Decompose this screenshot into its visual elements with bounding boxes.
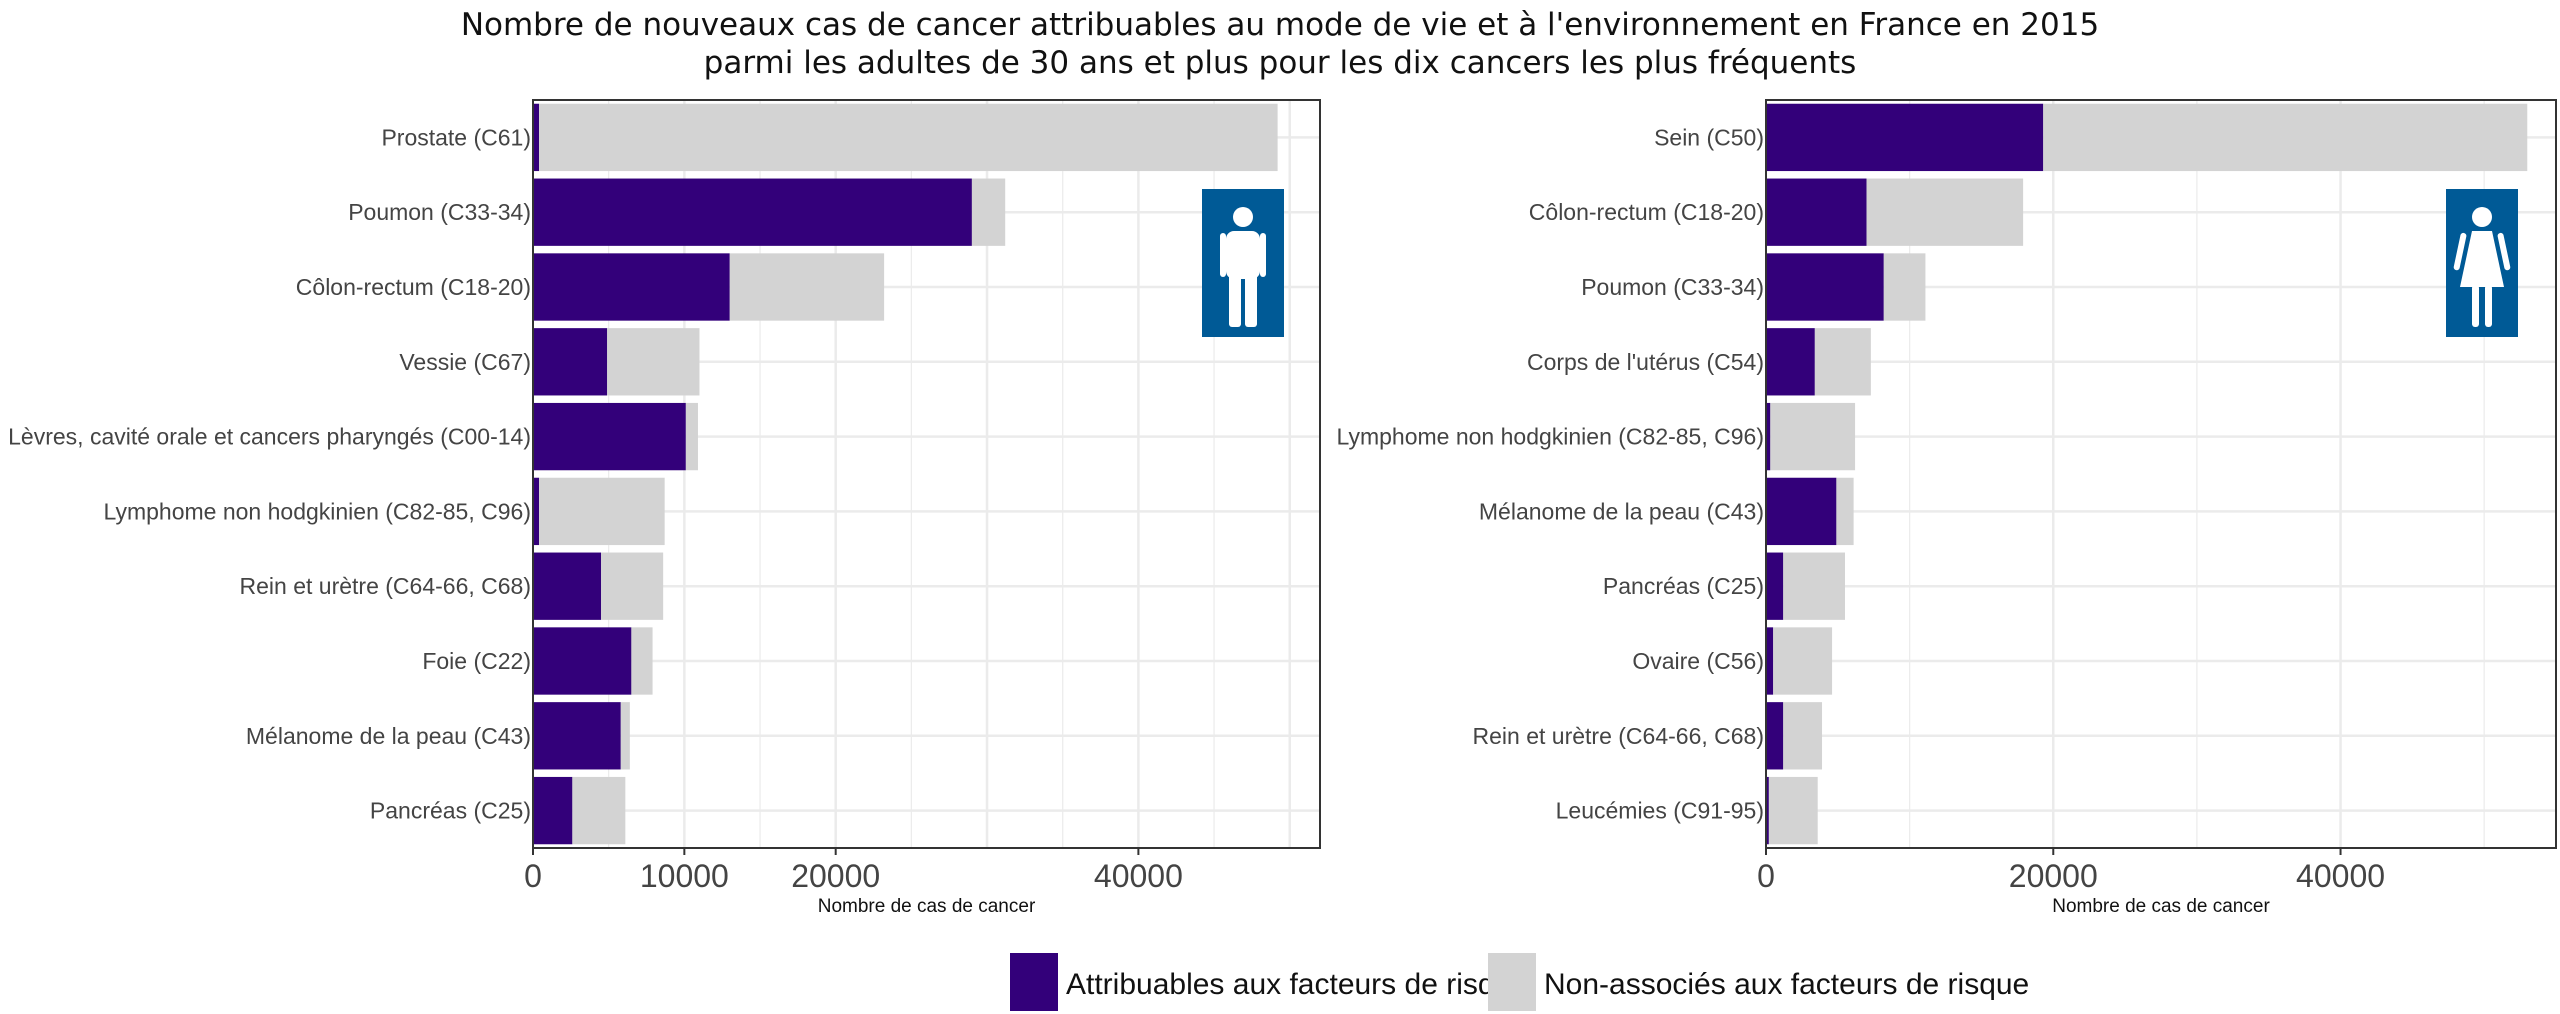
bars	[1766, 103, 2528, 845]
bar-non-associated	[631, 627, 653, 695]
bar-non-associated	[685, 402, 698, 471]
category-label: Poumon (C33-34)	[348, 199, 531, 225]
bar-attributable	[533, 178, 972, 246]
bar-attributable	[1766, 253, 1884, 321]
category-label: Leucémies (C91-95)	[1556, 798, 1764, 824]
bar-attributable	[533, 627, 632, 695]
bars	[533, 103, 1278, 845]
bar-non-associated	[620, 702, 630, 770]
bar-non-associated	[1866, 178, 2024, 246]
x-tick-label: 0	[524, 858, 542, 894]
bar-attributable	[1766, 627, 1774, 695]
x-tick-label: 20000	[2009, 858, 2098, 894]
bar-attributable	[533, 702, 621, 770]
bar-non-associated	[601, 552, 664, 620]
x-axis-title: Nombre de cas de cancer	[2052, 896, 2270, 917]
bar-attributable	[1766, 776, 1769, 845]
x-tick-label: 40000	[2296, 858, 2385, 894]
chart-title-line-1: Nombre de nouveaux cas de cancer attribu…	[460, 7, 2100, 43]
category-label: Lèvres, cavité orale et cancers pharyngé…	[8, 424, 531, 450]
bar-non-associated	[1883, 253, 1926, 321]
bar-non-associated	[572, 776, 626, 845]
bar-attributable	[1766, 178, 1867, 246]
category-label: Rein et urètre (C64-66, C68)	[1473, 723, 1764, 749]
category-label: Pancréas (C25)	[1603, 573, 1764, 599]
bar-non-associated	[1768, 776, 1818, 845]
x-tick-label: 40000	[1094, 858, 1183, 894]
legend-swatch-attributable	[1010, 953, 1058, 1011]
category-label: Lymphome non hodgkinien (C82-85, C96)	[104, 498, 531, 524]
bar-attributable	[533, 776, 573, 845]
bar-attributable	[533, 253, 730, 321]
bar-non-associated	[1783, 702, 1823, 770]
bar-non-associated	[729, 253, 885, 321]
category-label: Corps de l'utérus (C54)	[1527, 349, 1764, 375]
legend: Attribuables aux facteurs de risque Non-a…	[1010, 953, 2029, 1011]
bar-non-associated	[971, 178, 1006, 246]
legend-label-attributable: Attribuables aux facteurs de risque	[1066, 968, 1528, 1001]
bar-non-associated	[1814, 328, 1871, 396]
x-tick-label: 0	[1757, 858, 1775, 894]
bar-non-associated	[539, 477, 665, 546]
bar-non-associated	[1770, 402, 1856, 471]
legend-swatch-non-associated	[1488, 953, 1536, 1011]
bar-attributable	[533, 402, 686, 471]
x-axis-title: Nombre de cas de cancer	[818, 896, 1036, 917]
bar-attributable	[1766, 552, 1784, 620]
men-panel: Prostate (C61) Poumon (C33-34) Côlon-rectu…	[8, 99, 1321, 917]
panel-border	[532, 99, 1321, 849]
category-label: Mélanome de la peau (C43)	[1479, 498, 1764, 524]
category-label: Vessie (C67)	[399, 349, 531, 375]
category-label: Mélanome de la peau (C43)	[246, 723, 531, 749]
bar-non-associated	[2043, 103, 2528, 172]
category-label: Sein (C50)	[1654, 124, 1764, 150]
x-tick-label: 20000	[791, 858, 880, 894]
chart-title-line-2: parmi les adultes de 30 ans et plus pour…	[703, 45, 1857, 81]
x-tick-label: 10000	[640, 858, 729, 894]
woman-icon	[2446, 189, 2518, 337]
legend-label-non-associated: Non-associés aux facteurs de risque	[1544, 968, 2029, 1001]
category-label: Côlon-rectum (C18-20)	[1529, 199, 1764, 225]
bar-attributable	[533, 328, 608, 396]
bar-attributable	[1766, 477, 1837, 546]
bar-attributable	[533, 552, 602, 620]
panel-border	[1765, 99, 2557, 849]
category-label: Côlon-rectum (C18-20)	[296, 274, 531, 300]
bar-attributable	[533, 477, 540, 546]
bar-non-associated	[1783, 552, 1845, 620]
category-label: Ovaire (C56)	[1632, 648, 1764, 674]
category-label: Lymphome non hodgkinien (C82-85, C96)	[1337, 424, 1764, 450]
bar-attributable	[1766, 328, 1815, 396]
category-label: Foie (C22)	[422, 648, 531, 674]
bar-attributable	[1766, 702, 1784, 770]
category-label: Pancréas (C25)	[370, 798, 531, 824]
bar-attributable	[1766, 402, 1771, 471]
category-label: Poumon (C33-34)	[1581, 274, 1764, 300]
chart-title: Nombre de nouveaux cas de cancer attribu…	[0, 6, 2560, 82]
bar-attributable	[1766, 103, 2044, 172]
category-label: Rein et urètre (C64-66, C68)	[240, 573, 531, 599]
bar-non-associated	[607, 328, 700, 396]
bar-non-associated	[1836, 477, 1854, 546]
bar-non-associated	[1773, 627, 1833, 695]
women-panel: Sein (C50) Côlon-rectum (C18-20) Poumon (C…	[1337, 99, 2557, 917]
man-icon	[1202, 189, 1284, 337]
category-label: Prostate (C61)	[381, 124, 531, 150]
bar-non-associated	[539, 103, 1278, 172]
bar-attributable	[533, 103, 540, 172]
